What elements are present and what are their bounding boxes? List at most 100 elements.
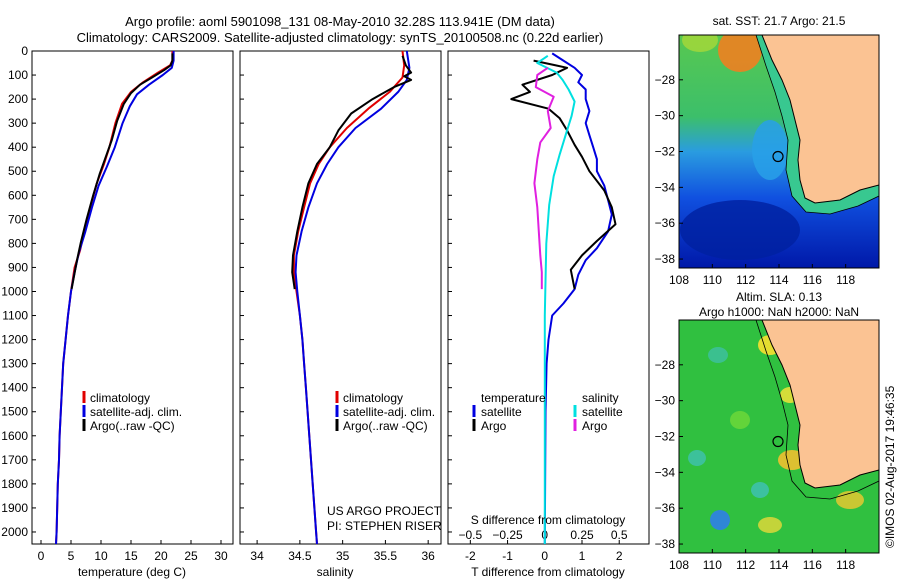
lon-tick-label: 118 <box>836 273 855 287</box>
y-tick-label: 1700 <box>1 453 28 467</box>
lat-tick-label: −38 <box>655 252 676 266</box>
series-argo-raw-qc <box>291 55 413 290</box>
lat-tick-label: −34 <box>655 180 676 194</box>
series-climatology <box>292 50 406 545</box>
legend-header-temperature: temperature <box>481 391 546 405</box>
sst-warm-patch <box>682 35 718 52</box>
main-title-line2: Climatology: CARS2009. Satellite-adjuste… <box>77 30 604 45</box>
y-tick-label: 200 <box>8 92 28 106</box>
y-tick-label: 300 <box>8 116 28 130</box>
sla-mid-patch <box>730 411 750 429</box>
legend-label-argo: Argo(..raw -QC) <box>90 419 175 433</box>
lon-tick-label: 108 <box>669 558 689 572</box>
lon-tick-label: 110 <box>703 558 722 572</box>
s-tick-label: 0.5 <box>611 528 628 542</box>
sla-low-patch <box>688 450 706 466</box>
legend-label-s-satellite: satellite <box>582 405 623 419</box>
x-tick-label: 0 <box>38 549 45 563</box>
x-tick-label: -2 <box>465 549 476 563</box>
difference-plot-frame <box>447 50 650 545</box>
salinity-panel: 34 34.5 35 35.5 36 salinity climatology sate… <box>239 50 442 579</box>
legend-header-salinity: salinity <box>582 391 619 405</box>
series-argo-raw-qc <box>70 53 174 290</box>
main-title-line1: Argo profile: aoml 5901098_131 08-May-20… <box>125 14 555 29</box>
salinity-y-ticks <box>240 50 244 533</box>
y-tick-label: 800 <box>8 236 28 250</box>
lat-tick-label: −38 <box>655 537 676 551</box>
depth-axis: 0 100 200 300 400 500 600 700 800 900 1000 1100 1200… <box>1 44 36 539</box>
difference-panel: -2 -1 0 1 2 −0.5 −0.25 0 0.25 0.5 T difference f… <box>447 50 650 579</box>
legend-label-argo: Argo(..raw -QC) <box>343 419 428 433</box>
x-tick-label: 30 <box>214 549 228 563</box>
lat-tick-label: −28 <box>655 73 676 87</box>
series-satellite-adj-clim <box>294 50 411 545</box>
difference-legend: temperature salinity satellite Argo sate… <box>472 391 623 433</box>
lon-tick-label: 110 <box>703 273 722 287</box>
salinity-plot-frame <box>239 50 442 545</box>
sst-map-panel: sat. SST: 21.7 Argo: 21.5 108 110 112 114 11… <box>655 14 880 287</box>
sst-longitude-axis: 108 110 112 114 116 118 <box>669 264 856 287</box>
x-tick-label: 10 <box>94 549 108 563</box>
y-tick-label: 1600 <box>1 429 28 443</box>
lon-tick-label: 112 <box>736 273 755 287</box>
s-tick-label: −0.5 <box>458 528 482 542</box>
sla-map-title-line2: Argo h1000: NaN h2000: NaN <box>699 305 859 319</box>
s-tick-label: −0.25 <box>492 528 523 542</box>
series-t-argo <box>510 59 617 290</box>
sst-cool-patch <box>680 200 800 260</box>
lat-tick-label: −28 <box>655 358 676 372</box>
lon-tick-label: 112 <box>736 558 755 572</box>
series-s-argo <box>533 66 555 290</box>
salinity-x-label: salinity <box>317 565 354 579</box>
y-tick-label: 400 <box>8 140 28 154</box>
lon-tick-label: 116 <box>803 273 822 287</box>
y-tick-label: 2000 <box>1 525 28 539</box>
coastline <box>761 35 879 204</box>
sla-latitude-axis: −28 −30 −32 −34 −36 −38 <box>655 358 683 551</box>
sla-low-patch <box>708 347 728 363</box>
lat-tick-label: −30 <box>655 109 676 123</box>
y-tick-label: 1500 <box>1 405 28 419</box>
salinity-x-axis: 34 34.5 35 35.5 36 <box>250 540 435 563</box>
copyright-timestamp: ©IMOS 02-Aug-2017 19:46:35 <box>883 385 897 548</box>
x-tick-label: 35.5 <box>374 549 398 563</box>
project-annotation-line1: US ARGO PROJECT <box>327 504 442 518</box>
x-tick-label: 34 <box>250 549 264 563</box>
lon-tick-label: 118 <box>836 558 855 572</box>
y-tick-label: 0 <box>21 44 28 58</box>
s-difference-axis: −0.5 −0.25 0 0.25 0.5 <box>458 528 627 542</box>
argo-position-marker <box>772 435 784 448</box>
x-tick-label: 35 <box>336 549 350 563</box>
series-climatology <box>55 51 174 545</box>
legend-label-s-argo: Argo <box>582 419 608 433</box>
temperature-series <box>55 51 175 545</box>
y-tick-label: 900 <box>8 260 28 274</box>
shelf-band <box>756 35 879 214</box>
depth-contour <box>755 320 879 500</box>
sla-map-panel: Altim. SLA: 0.13 Argo h1000: NaN h2000: … <box>655 290 880 572</box>
sst-latitude-axis: −28 −30 −32 −34 −36 −38 <box>655 73 683 266</box>
sst-warm-patch <box>718 35 762 72</box>
series-s-satellite <box>536 54 576 544</box>
temperature-x-axis: 0 5 10 15 20 25 30 <box>38 540 228 563</box>
y-tick-label: 1400 <box>1 381 28 395</box>
s-difference-label: S difference from climatology <box>471 513 626 527</box>
coastline <box>761 320 879 489</box>
lat-tick-label: −34 <box>655 465 676 479</box>
x-tick-label: 34.5 <box>288 549 312 563</box>
y-tick-label: 1300 <box>1 357 28 371</box>
legend-label-t-satellite: satellite <box>481 405 522 419</box>
lon-tick-label: 108 <box>669 273 689 287</box>
sla-map-title-line1: Altim. SLA: 0.13 <box>736 290 822 304</box>
sst-cool-patch <box>752 120 788 180</box>
y-tick-label: 1900 <box>1 501 28 515</box>
y-tick-label: 700 <box>8 212 28 226</box>
argo-position-marker <box>772 150 784 163</box>
x-tick-label: 36 <box>421 549 435 563</box>
x-tick-label: 2 <box>616 549 623 563</box>
lat-tick-label: −36 <box>655 216 676 230</box>
sst-map-title: sat. SST: 21.7 Argo: 21.5 <box>713 14 846 28</box>
depth-contour <box>755 35 879 215</box>
y-tick-label: 600 <box>8 188 28 202</box>
lat-tick-label: −32 <box>655 430 676 444</box>
